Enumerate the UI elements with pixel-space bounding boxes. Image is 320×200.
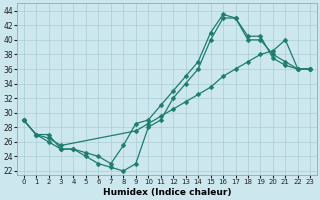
X-axis label: Humidex (Indice chaleur): Humidex (Indice chaleur) bbox=[103, 188, 231, 197]
